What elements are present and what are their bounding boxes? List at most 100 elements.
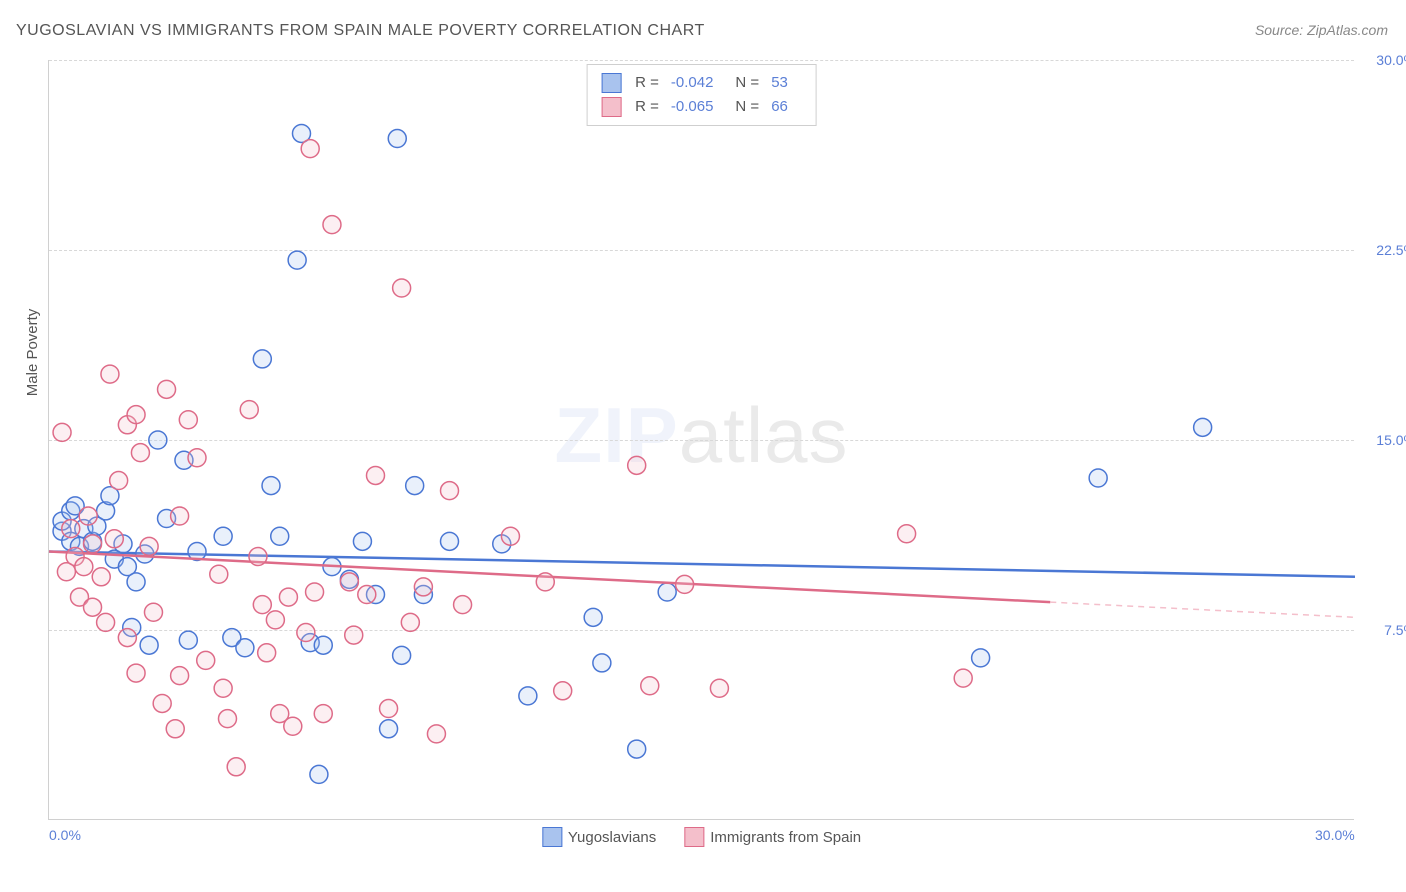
data-point [314, 705, 332, 723]
data-point [380, 700, 398, 718]
data-point [127, 573, 145, 591]
data-point [306, 583, 324, 601]
data-point [279, 588, 297, 606]
data-point [288, 251, 306, 269]
data-point [1089, 469, 1107, 487]
data-point [79, 507, 97, 525]
data-point [188, 449, 206, 467]
legend-item: Immigrants from Spain [684, 827, 861, 847]
data-point [554, 682, 572, 700]
legend-item: Yugoslavians [542, 827, 656, 847]
data-point [427, 725, 445, 743]
data-point [53, 423, 71, 441]
data-point [297, 624, 315, 642]
data-point [218, 710, 236, 728]
y-tick-label: 22.5% [1376, 242, 1406, 258]
data-point [171, 507, 189, 525]
chart-title: YUGOSLAVIAN VS IMMIGRANTS FROM SPAIN MAL… [16, 22, 705, 40]
scatter-plot [49, 60, 1354, 819]
source-label: Source: ZipAtlas.com [1255, 22, 1388, 38]
data-point [340, 573, 358, 591]
data-point [144, 603, 162, 621]
data-point [140, 537, 158, 555]
data-point [406, 477, 424, 495]
legend-swatch [542, 827, 562, 847]
data-point [179, 631, 197, 649]
data-point [179, 411, 197, 429]
data-point [353, 532, 371, 550]
data-point [345, 626, 363, 644]
data-point [641, 677, 659, 695]
data-point [153, 694, 171, 712]
data-point [1194, 418, 1212, 436]
data-point [271, 527, 289, 545]
data-point [149, 431, 167, 449]
data-point [118, 629, 136, 647]
x-tick-label: 30.0% [1315, 827, 1355, 843]
data-point [97, 613, 115, 631]
data-point [954, 669, 972, 687]
data-point [301, 140, 319, 158]
data-point [127, 406, 145, 424]
data-point [454, 596, 472, 614]
data-point [75, 558, 93, 576]
data-point [227, 758, 245, 776]
data-point [166, 720, 184, 738]
data-point [240, 401, 258, 419]
data-point [253, 350, 271, 368]
data-point [593, 654, 611, 672]
data-point [367, 466, 385, 484]
data-point [110, 472, 128, 490]
data-point [658, 583, 676, 601]
data-point [266, 611, 284, 629]
data-point [262, 477, 280, 495]
data-point [323, 216, 341, 234]
data-point [62, 520, 80, 538]
data-point [101, 365, 119, 383]
y-tick-label: 15.0% [1376, 432, 1406, 448]
legend-label: Immigrants from Spain [710, 829, 861, 846]
data-point [84, 598, 102, 616]
data-point [127, 664, 145, 682]
plot-area: ZIPatlas 7.5%15.0%22.5%30.0% 0.0%30.0% R… [48, 60, 1354, 820]
data-point [258, 644, 276, 662]
y-axis-label: Male Poverty [24, 309, 41, 397]
data-point [249, 548, 267, 566]
data-point [628, 456, 646, 474]
x-tick-label: 0.0% [49, 827, 81, 843]
regression-line [49, 551, 1355, 576]
data-point [210, 565, 228, 583]
data-point [401, 613, 419, 631]
data-point [92, 568, 110, 586]
data-point [214, 679, 232, 697]
data-point [314, 636, 332, 654]
data-point [105, 530, 123, 548]
chart-container: YUGOSLAVIAN VS IMMIGRANTS FROM SPAIN MAL… [0, 0, 1406, 892]
data-point [584, 608, 602, 626]
data-point [710, 679, 728, 697]
data-point [414, 578, 432, 596]
y-tick-label: 7.5% [1384, 622, 1406, 638]
data-point [253, 596, 271, 614]
data-point [197, 651, 215, 669]
data-point [158, 380, 176, 398]
data-point [214, 527, 232, 545]
data-point [131, 444, 149, 462]
data-point [358, 586, 376, 604]
legend-swatch [684, 827, 704, 847]
series-legend: Yugoslavians Immigrants from Spain [542, 827, 861, 847]
data-point [140, 636, 158, 654]
data-point [84, 535, 102, 553]
legend-label: Yugoslavians [568, 829, 656, 846]
data-point [628, 740, 646, 758]
data-point [536, 573, 554, 591]
regression-extension [1050, 602, 1355, 617]
data-point [393, 279, 411, 297]
data-point [236, 639, 254, 657]
data-point [171, 667, 189, 685]
data-point [310, 765, 328, 783]
data-point [676, 575, 694, 593]
data-point [972, 649, 990, 667]
data-point [380, 720, 398, 738]
y-tick-label: 30.0% [1376, 52, 1406, 68]
